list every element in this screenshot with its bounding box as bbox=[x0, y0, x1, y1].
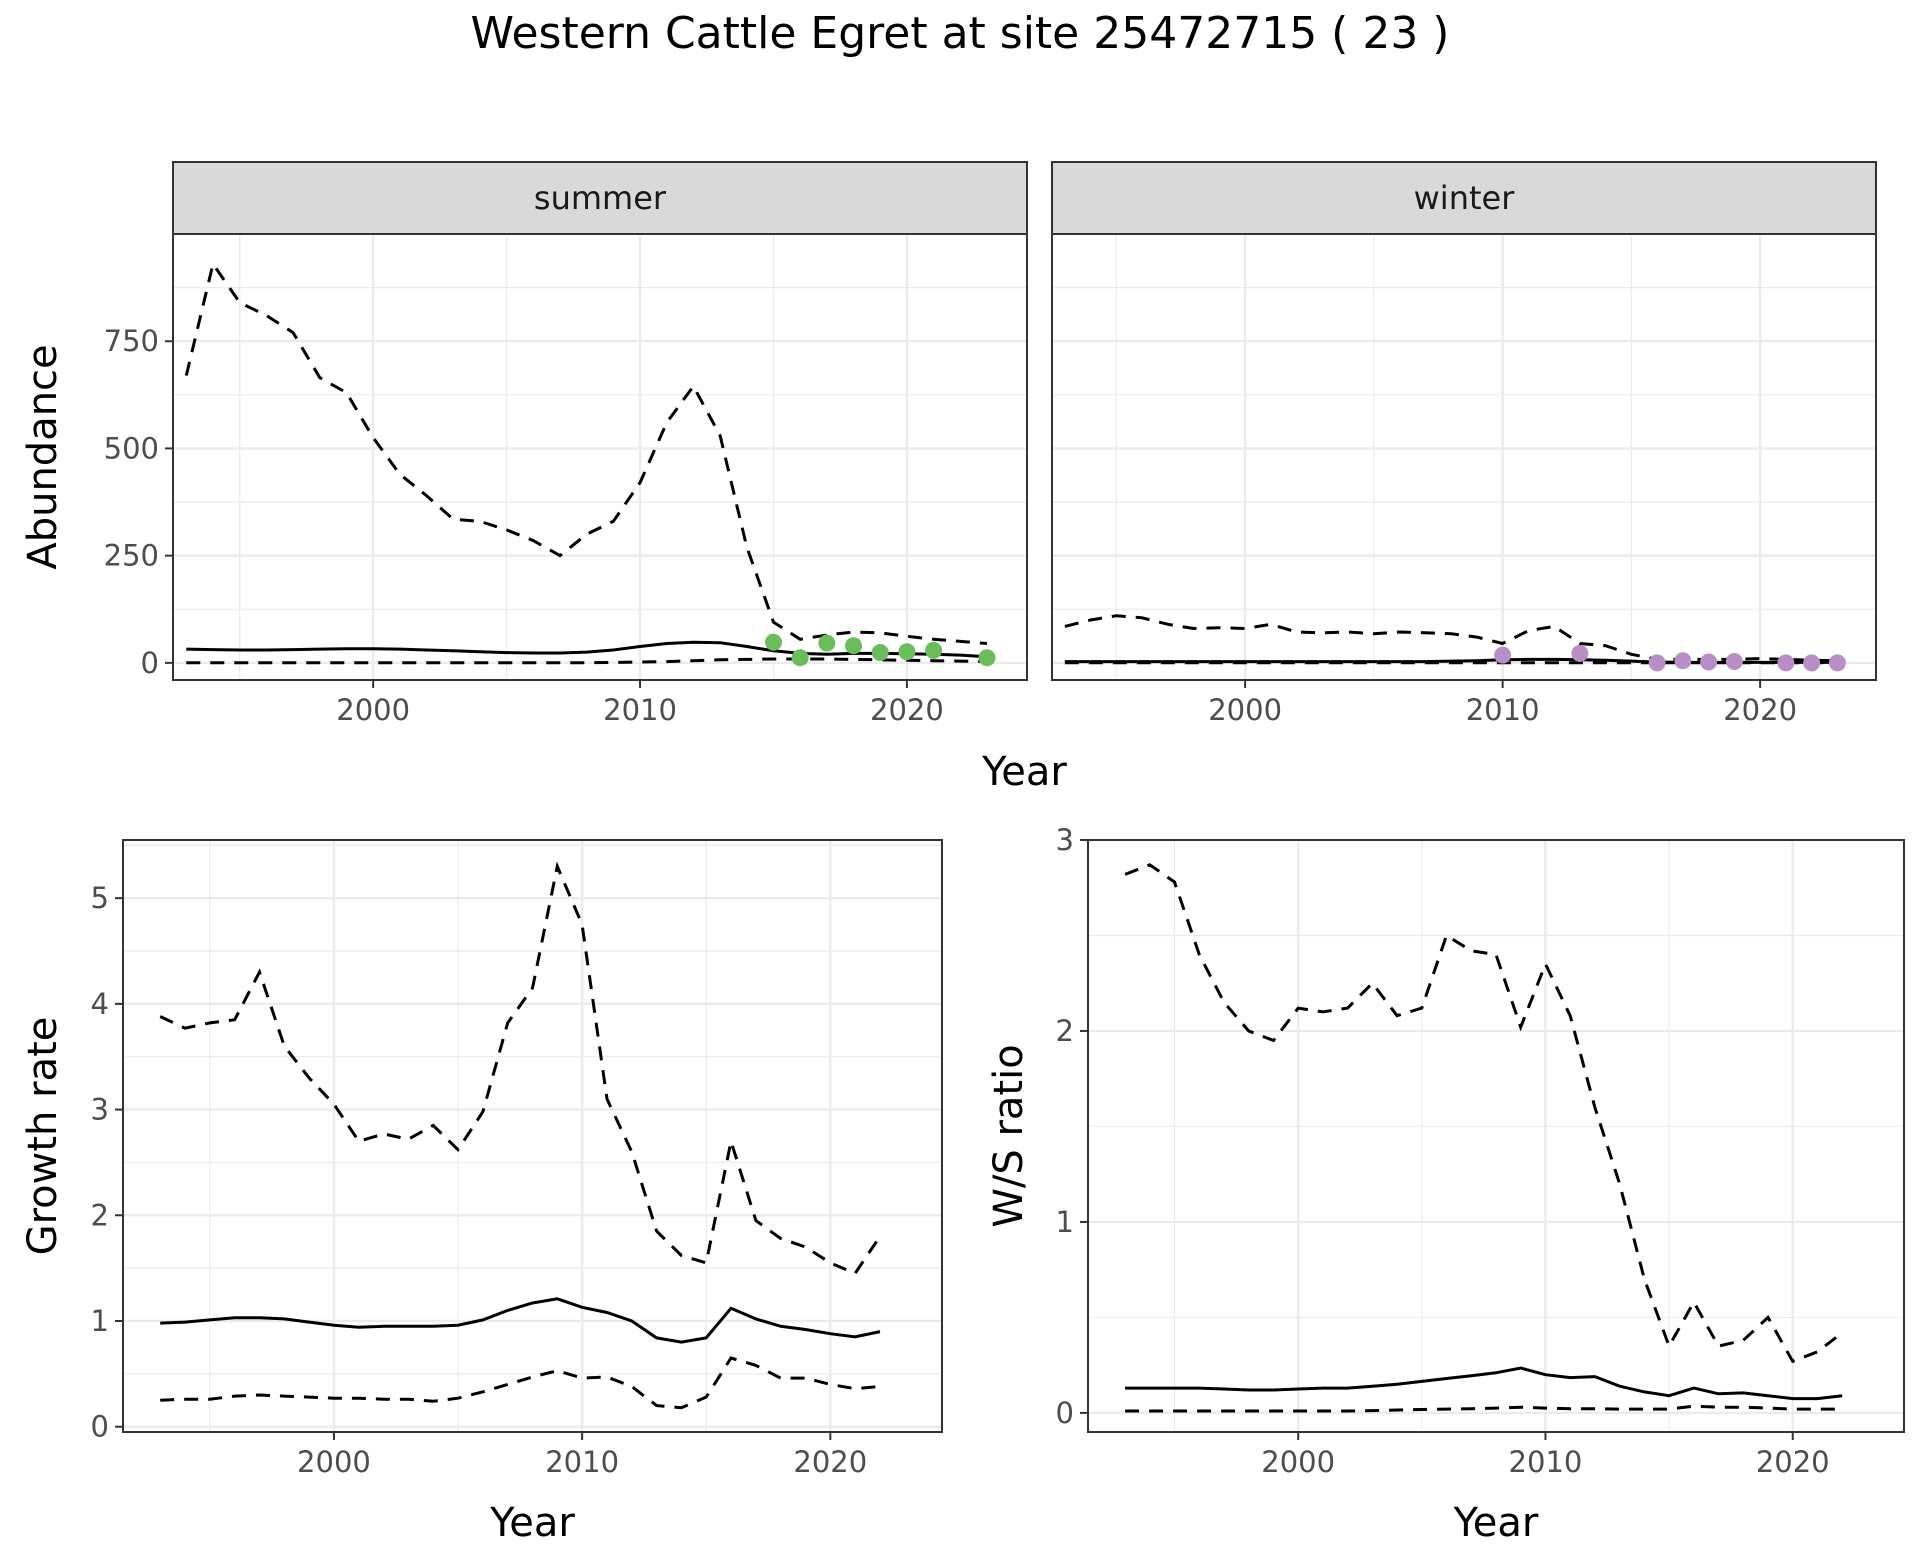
x-tick-label: 2010 bbox=[1509, 1445, 1583, 1479]
data-point bbox=[1803, 654, 1821, 672]
series-line-mean bbox=[1125, 1366, 1843, 1401]
y-tick-label: 250 bbox=[104, 539, 159, 573]
data-point bbox=[845, 637, 863, 655]
data-point bbox=[818, 634, 836, 652]
x-tick-label: 2010 bbox=[603, 693, 677, 727]
panel-ratio: 2000 2010 2020 0 1 2 3 bbox=[1056, 823, 1905, 1479]
y-tick-label: 5 bbox=[91, 881, 109, 915]
y-tick-label: 2 bbox=[1056, 1014, 1074, 1048]
x-tick-label: 2020 bbox=[1756, 1445, 1830, 1479]
x-tick-label: 2010 bbox=[545, 1445, 619, 1479]
data-point bbox=[978, 649, 996, 667]
x-tick-label: 2020 bbox=[793, 1445, 867, 1479]
x-tick-label: 2000 bbox=[1261, 1445, 1335, 1479]
y-tick-label: 1 bbox=[1056, 1205, 1074, 1239]
y-tick-label: 750 bbox=[104, 324, 159, 358]
x-axis-title: Year bbox=[981, 749, 1067, 795]
panel-border bbox=[122, 839, 943, 1433]
data-point bbox=[764, 633, 782, 651]
panel-border bbox=[1087, 839, 1905, 1433]
panel-border bbox=[172, 233, 1028, 681]
y-tick-label: 4 bbox=[91, 987, 109, 1021]
series-line-lower bbox=[1125, 1404, 1843, 1413]
panel-border bbox=[1051, 233, 1877, 681]
series-line-upper bbox=[184, 260, 988, 645]
y-tick-label: 1 bbox=[91, 1304, 109, 1338]
series-line-upper bbox=[159, 861, 882, 1276]
y-tick-label: 0 bbox=[1056, 1396, 1074, 1430]
facet-strip-label: summer bbox=[534, 179, 667, 217]
y-axis-title: W/S ratio bbox=[986, 1044, 1032, 1227]
y-tick-label: 0 bbox=[91, 1410, 109, 1444]
data-point bbox=[1777, 654, 1795, 672]
x-tick-label: 2000 bbox=[336, 693, 410, 727]
data-point bbox=[1571, 644, 1589, 662]
y-tick-label: 0 bbox=[141, 646, 159, 680]
data-point bbox=[898, 643, 916, 661]
data-point bbox=[871, 644, 889, 662]
data-point bbox=[1700, 653, 1718, 671]
data-point bbox=[1725, 653, 1743, 671]
x-tick-label: 2010 bbox=[1466, 693, 1540, 727]
y-tick-label: 3 bbox=[91, 1093, 109, 1127]
series-line-lower bbox=[160, 1356, 881, 1410]
data-point bbox=[925, 641, 943, 659]
panel-winter: winter 2000 2010 2020 bbox=[1051, 161, 1877, 727]
facet-strip bbox=[172, 161, 1028, 235]
data-point bbox=[1828, 654, 1846, 672]
x-tick-label: 2000 bbox=[297, 1445, 371, 1479]
facet-strip-label: winter bbox=[1414, 179, 1516, 217]
y-tick-label: 3 bbox=[1056, 823, 1074, 857]
x-tick-label: 2020 bbox=[870, 693, 944, 727]
facet-strip bbox=[1051, 161, 1877, 235]
y-tick-label: 500 bbox=[104, 431, 159, 465]
x-tick-label: 2000 bbox=[1208, 693, 1282, 727]
y-axis-title: Growth rate bbox=[20, 1017, 66, 1256]
data-point bbox=[1648, 654, 1666, 672]
data-point bbox=[1674, 652, 1692, 670]
series-line-mean bbox=[186, 640, 988, 659]
series-line-upper bbox=[1124, 863, 1844, 1364]
chart-title: Western Cattle Egret at site 25472715 ( … bbox=[471, 8, 1450, 59]
y-tick-label: 2 bbox=[91, 1198, 109, 1232]
x-axis-title: Year bbox=[489, 1500, 575, 1546]
x-tick-label: 2020 bbox=[1723, 693, 1797, 727]
series-line-mean bbox=[160, 1297, 881, 1344]
x-axis-title: Year bbox=[1453, 1500, 1539, 1546]
panel-growth: 2000 2010 2020 0 1 2 3 4 5 bbox=[91, 839, 943, 1479]
panel-summer: summer 2000 2010 2020 0 250 500 750 bbox=[104, 161, 1028, 727]
data-point bbox=[791, 649, 809, 667]
series-line-upper bbox=[1064, 614, 1838, 663]
data-point bbox=[1494, 646, 1512, 664]
y-axis-title: Abundance bbox=[20, 344, 66, 569]
series-line-lower bbox=[186, 657, 988, 665]
